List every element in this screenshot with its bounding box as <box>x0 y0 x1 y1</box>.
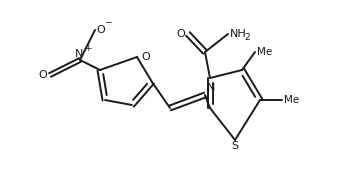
Text: O: O <box>38 70 47 80</box>
Text: 2: 2 <box>244 33 250 41</box>
Text: S: S <box>232 141 239 151</box>
Text: −: − <box>104 17 112 26</box>
Text: O: O <box>96 25 105 35</box>
Text: NH: NH <box>230 29 247 39</box>
Text: N: N <box>75 49 83 59</box>
Text: +: + <box>84 44 92 53</box>
Text: N: N <box>207 83 215 93</box>
Text: O: O <box>141 52 150 62</box>
Text: O: O <box>176 29 185 39</box>
Text: Me: Me <box>257 47 272 57</box>
Text: Me: Me <box>284 95 299 105</box>
